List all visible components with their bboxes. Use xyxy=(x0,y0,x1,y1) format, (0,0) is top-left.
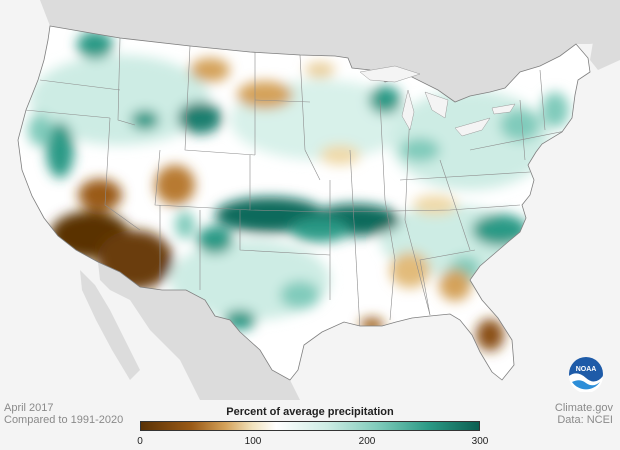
credit-data: Data: NCEI xyxy=(557,414,613,426)
great-lakes xyxy=(359,65,516,137)
precipitation-map xyxy=(0,0,620,400)
legend-tick-100: 100 xyxy=(244,436,262,447)
legend-color-bar xyxy=(140,421,480,431)
us-outline xyxy=(17,25,591,381)
us-land xyxy=(18,26,590,380)
noaa-logo-icon: NOAA xyxy=(569,357,603,392)
credit-site: Climate.gov xyxy=(554,402,613,414)
period-label: April 2017 xyxy=(4,402,54,414)
surrounding-land xyxy=(0,0,620,400)
state-borders xyxy=(24,37,571,331)
logo-text: NOAA xyxy=(576,366,597,373)
legend-tick-0: 0 xyxy=(137,436,143,447)
baseline-label: Compared to 1991-2020 xyxy=(4,414,124,426)
legend-tick-300: 300 xyxy=(471,436,489,447)
legend-title: Percent of average precipitation xyxy=(226,406,394,418)
legend-tick-200: 200 xyxy=(358,436,376,447)
